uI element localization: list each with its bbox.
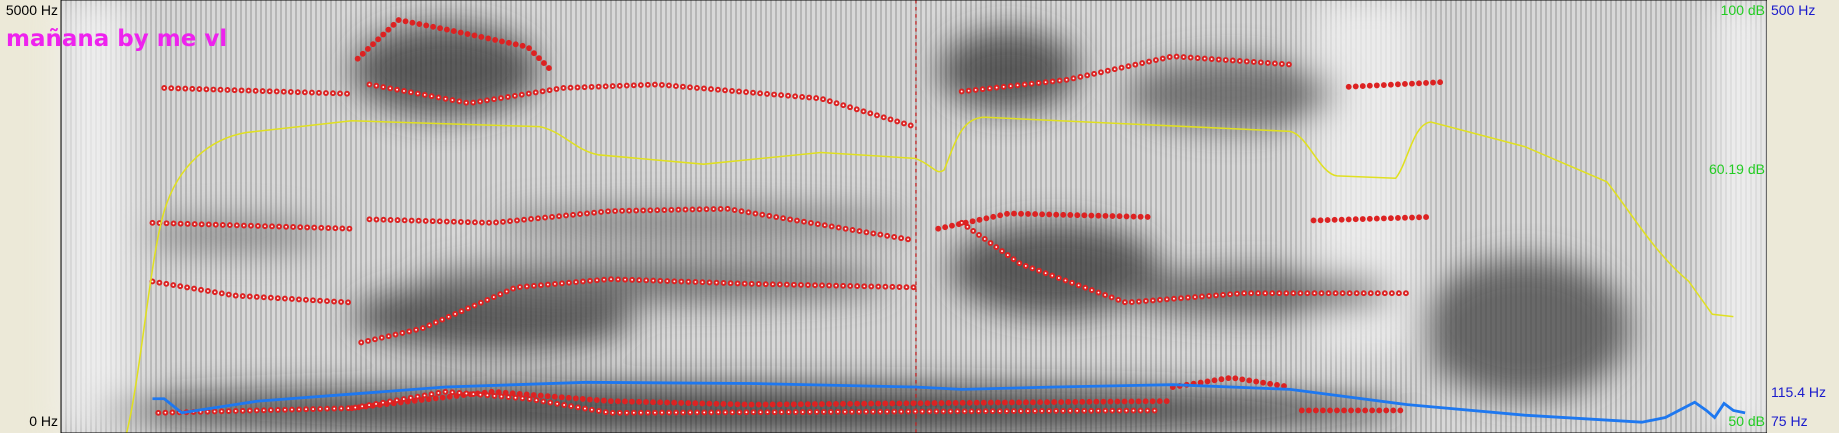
right-panel: [1767, 0, 1839, 433]
pitch-top: 500 Hz: [1771, 2, 1816, 18]
spectrogram-content: [60, 0, 1771, 433]
intensity-cursor: 60.19 dB: [1708, 161, 1765, 177]
intensity-contour: [125, 116, 1734, 433]
pitch-contour: [152, 380, 1746, 424]
intensity-top: 100 dB: [1720, 2, 1765, 18]
title: mañana by me vl: [6, 26, 228, 52]
frequency-bottom: 0 Hz: [29, 413, 58, 429]
intensity-bottom: 50 dB: [1728, 413, 1765, 429]
formant-tracks: [149, 16, 1446, 416]
frequency-top: 5000 Hz: [5, 2, 58, 18]
pitch-cursor: 115.4 Hz: [1771, 384, 1826, 400]
pitch-bottom: 75 Hz: [1771, 413, 1808, 429]
